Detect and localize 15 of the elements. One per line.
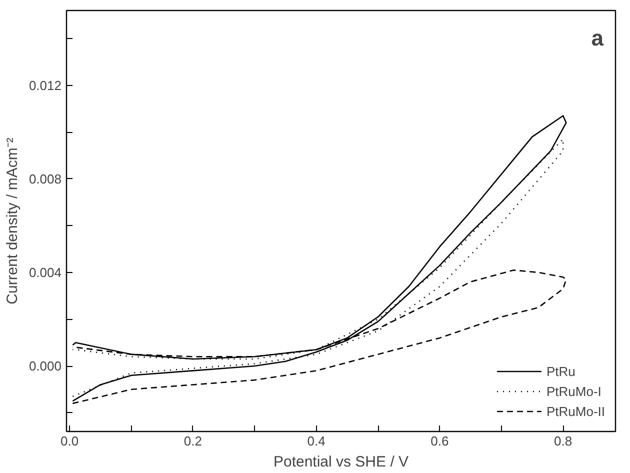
y-tick-label: 0.008 xyxy=(28,171,62,186)
y-tick-label: 0.012 xyxy=(28,78,62,93)
x-tick-label: 0.8 xyxy=(554,434,572,448)
y-axis-title: Current density / mAcm⁻² xyxy=(4,138,21,304)
y-tick-label: 0.000 xyxy=(28,358,62,374)
x-tick-label: 0.6 xyxy=(430,434,449,448)
x-tick-label: 0.4 xyxy=(307,434,326,448)
x-axis-title: Potential vs SHE / V xyxy=(273,454,409,470)
legend-label: PtRuMo-II xyxy=(546,404,605,418)
x-tick-label: 0.2 xyxy=(184,434,202,448)
x-tick-label: 0.0 xyxy=(60,434,79,448)
legend-label: PtRuMo-I xyxy=(546,384,602,398)
legend-label: PtRu xyxy=(546,364,576,378)
annotation: a xyxy=(591,26,604,50)
y-tick-label: 0.004 xyxy=(28,264,62,280)
